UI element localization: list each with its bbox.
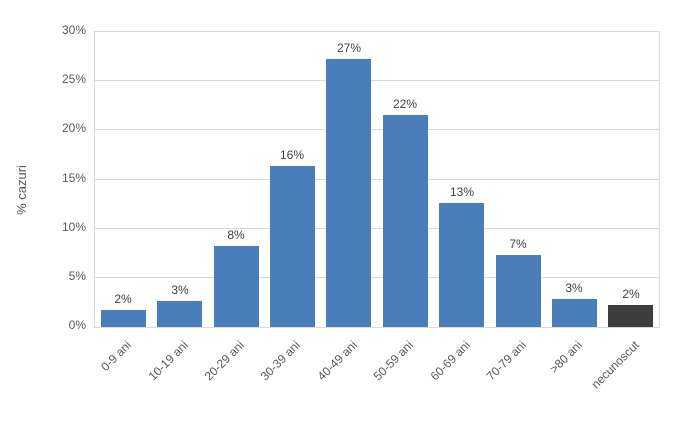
- y-tick-label: 10%: [61, 219, 86, 234]
- y-tick-label: 20%: [61, 121, 86, 136]
- bar-value-label: 3%: [565, 281, 583, 295]
- y-tick-label: 30%: [61, 23, 86, 37]
- bar-50-59 ani: [383, 114, 428, 327]
- bar-40-49 ani: [326, 58, 371, 327]
- bar-value-label: 2%: [622, 287, 640, 301]
- bar-value-label: 3%: [171, 283, 189, 297]
- y-tick-label: 15%: [61, 170, 86, 185]
- gridline: [95, 80, 659, 82]
- bar-10-19 ani: [157, 301, 202, 327]
- y-axis-title-text: % cazuri: [14, 165, 29, 215]
- bar-0-9 ani: [101, 310, 146, 327]
- bar-value-label: 22%: [392, 97, 418, 111]
- bar-value-label: 27%: [336, 41, 362, 55]
- bar-necunoscut: [608, 305, 653, 327]
- bar->80 ani: [552, 299, 597, 327]
- bar-value-label: 13%: [449, 185, 475, 199]
- gridline: [95, 129, 659, 131]
- y-tick-label: 0%: [68, 318, 86, 332]
- bar-value-label: 7%: [509, 237, 527, 251]
- bar-30-39 ani: [270, 165, 315, 327]
- bar-value-label: 2%: [114, 292, 132, 306]
- bar-value-label: 16%: [279, 148, 305, 162]
- bar-value-label: 8%: [227, 228, 245, 242]
- y-tick-label: 25%: [61, 72, 86, 87]
- gridline: [95, 178, 659, 180]
- plot-area: 2% 3% 8% 16% 27% 22% 13% 7% 3% 2%: [94, 31, 660, 328]
- bar-60-69 ani: [439, 203, 484, 327]
- gridline: [95, 276, 659, 278]
- bar-20-29 ani: [214, 246, 259, 327]
- gridline: [95, 227, 659, 229]
- y-tick-label: 5%: [68, 268, 86, 283]
- bar-70-79 ani: [496, 255, 541, 327]
